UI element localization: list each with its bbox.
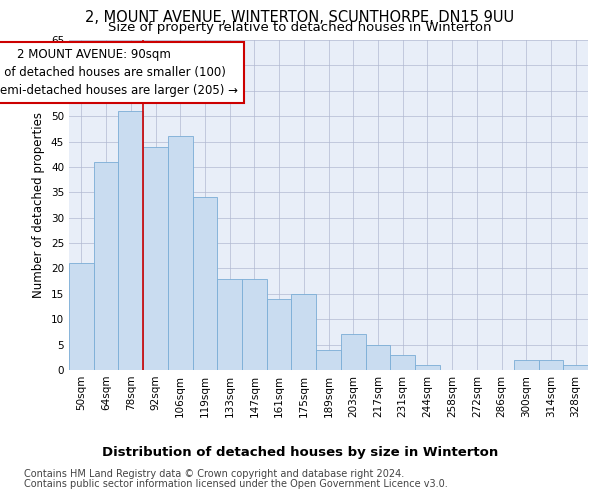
Text: Contains public sector information licensed under the Open Government Licence v3: Contains public sector information licen…: [24, 479, 448, 489]
Text: Size of property relative to detached houses in Winterton: Size of property relative to detached ho…: [108, 21, 492, 34]
Bar: [118, 111, 143, 370]
Bar: [415, 365, 440, 370]
Text: Contains HM Land Registry data © Crown copyright and database right 2024.: Contains HM Land Registry data © Crown c…: [24, 469, 404, 479]
Text: Distribution of detached houses by size in Winterton: Distribution of detached houses by size …: [102, 446, 498, 459]
Y-axis label: Number of detached properties: Number of detached properties: [32, 112, 46, 298]
Bar: [539, 360, 563, 370]
Bar: [514, 360, 539, 370]
Bar: [292, 294, 316, 370]
Text: 2 MOUNT AVENUE: 90sqm
← 33% of detached houses are smaller (100)
67% of semi-det: 2 MOUNT AVENUE: 90sqm ← 33% of detached …: [0, 48, 238, 96]
Bar: [390, 355, 415, 370]
Bar: [69, 264, 94, 370]
Bar: [267, 299, 292, 370]
Bar: [316, 350, 341, 370]
Bar: [242, 278, 267, 370]
Bar: [365, 344, 390, 370]
Bar: [193, 198, 217, 370]
Bar: [341, 334, 365, 370]
Bar: [217, 278, 242, 370]
Bar: [563, 365, 588, 370]
Text: 2, MOUNT AVENUE, WINTERTON, SCUNTHORPE, DN15 9UU: 2, MOUNT AVENUE, WINTERTON, SCUNTHORPE, …: [85, 10, 515, 25]
Bar: [94, 162, 118, 370]
Bar: [143, 146, 168, 370]
Bar: [168, 136, 193, 370]
